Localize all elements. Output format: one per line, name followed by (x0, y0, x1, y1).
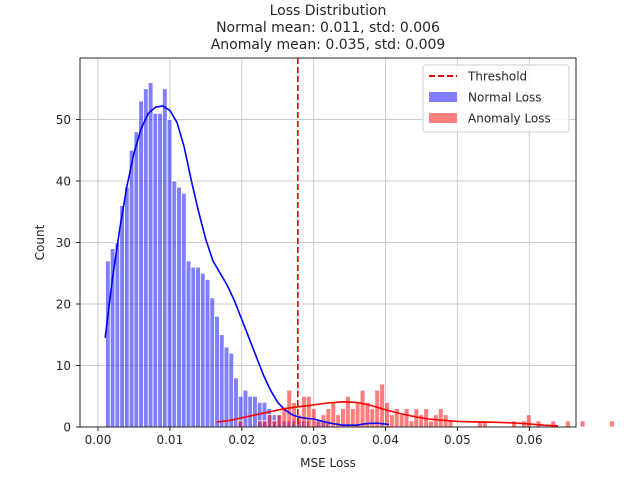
normal-loss-bar (252, 395, 258, 428)
normal-loss-bar (204, 278, 211, 428)
anomaly-loss-bar (379, 383, 385, 428)
anomaly-loss-bar (325, 408, 332, 428)
y-tick-label: 40 (56, 175, 71, 189)
normal-loss-bar (105, 260, 111, 428)
legend-normal-label: Normal Loss (468, 91, 542, 105)
legend-normal-swatch (429, 92, 457, 102)
anomaly-loss-bar (609, 420, 615, 428)
normal-loss-bar (209, 297, 216, 428)
legend-box (422, 64, 570, 133)
anomaly-loss-bar (354, 401, 361, 428)
anomaly-loss-bar (428, 420, 434, 428)
anomaly-loss-bar (359, 389, 366, 428)
anomaly-kde-curve (216, 400, 559, 427)
x-tick-label: 0.00 (85, 433, 112, 447)
normal-kde-curve (104, 105, 390, 426)
y-tick-label: 0 (63, 421, 71, 435)
normal-loss-bar (119, 205, 125, 428)
anomaly-loss-bar (315, 420, 322, 428)
y-axis-ticks: 0 10 20 30 40 50 (56, 113, 80, 435)
normal-loss-bar (190, 266, 197, 428)
y-tick-label: 30 (56, 236, 71, 250)
normal-loss-bar (114, 242, 121, 428)
anomaly-loss-bar (437, 408, 444, 428)
normal-loss-bar (214, 315, 220, 428)
normal-loss-bar (157, 112, 163, 428)
y-tick-label: 20 (56, 298, 71, 312)
anomaly-loss-bar (418, 414, 425, 428)
normal-loss-bar (171, 180, 178, 428)
kde-curves (104, 105, 559, 427)
anomaly-loss-bar (389, 414, 395, 428)
anomaly-loss-bar (310, 408, 317, 428)
anomaly-loss-bar (369, 408, 376, 428)
normal-loss-bar (152, 112, 159, 428)
normal-loss-bar (185, 260, 192, 428)
x-tick-label: 0.05 (444, 433, 471, 447)
x-axis-label: MSE Loss (300, 456, 356, 470)
x-axis-ticks: 0.00 0.01 0.02 0.03 0.04 0.05 0.06 (85, 427, 543, 447)
x-tick-label: 0.06 (516, 433, 543, 447)
anomaly-loss-bar (237, 420, 244, 428)
legend: Threshold Normal Loss Anomaly Loss (422, 64, 570, 133)
title-line-3: Anomaly mean: 0.035, std: 0.009 (211, 37, 446, 53)
anomaly-loss-bar (433, 414, 439, 428)
chart-title: Loss Distribution Normal mean: 0.011, st… (211, 3, 446, 53)
anomaly-loss-bars (237, 383, 615, 428)
title-line-1: Loss Distribution (270, 3, 387, 19)
y-axis-label: Count (33, 224, 47, 260)
anomaly-loss-bar (398, 414, 405, 428)
legend-anomaly-swatch (429, 113, 457, 123)
title-line-2: Normal mean: 0.011, std: 0.006 (216, 20, 440, 36)
anomaly-loss-bar (408, 420, 415, 428)
legend-anomaly-label: Anomaly Loss (468, 112, 551, 126)
normal-loss-bar (181, 192, 187, 428)
normal-loss-bar (124, 186, 130, 428)
anomaly-loss-bar (345, 395, 351, 428)
normal-loss-bar (200, 272, 206, 428)
anomaly-loss-bar (305, 395, 312, 428)
y-tick-label: 10 (56, 359, 71, 373)
normal-loss-bar (166, 119, 173, 428)
anomaly-loss-bar (261, 420, 268, 428)
normal-loss-bar (138, 100, 144, 428)
anomaly-loss-bar (349, 408, 356, 428)
normal-loss-bar (162, 88, 168, 428)
anomaly-loss-bar (403, 408, 410, 428)
anomaly-loss-bar (276, 414, 283, 428)
anomaly-loss-bar (525, 414, 532, 428)
normal-loss-bar (128, 149, 135, 428)
x-tick-label: 0.03 (300, 433, 327, 447)
normal-loss-bar (176, 186, 182, 428)
normal-loss-bar (247, 395, 253, 428)
anomaly-loss-bar (257, 420, 263, 428)
normal-loss-bar (195, 266, 201, 428)
anomaly-loss-bar (266, 414, 273, 428)
x-tick-label: 0.04 (372, 433, 399, 447)
anomaly-loss-bar (511, 420, 517, 428)
y-tick-label: 50 (56, 113, 71, 127)
normal-loss-bar (218, 334, 225, 428)
histogram-bars (105, 82, 615, 428)
anomaly-loss-bar (393, 408, 400, 428)
anomaly-loss-bar (301, 395, 307, 428)
legend-threshold-label: Threshold (467, 70, 527, 84)
x-tick-label: 0.01 (156, 433, 183, 447)
normal-loss-bar (143, 88, 149, 428)
anomaly-loss-bar (565, 420, 571, 428)
normal-loss-bar (223, 346, 230, 428)
anomaly-loss-bar (579, 420, 586, 428)
normal-loss-bar (133, 131, 140, 428)
normal-loss-bar (147, 82, 154, 428)
x-tick-label: 0.02 (228, 433, 255, 447)
normal-loss-bar (228, 352, 235, 428)
anomaly-loss-bar (271, 420, 278, 428)
normal-loss-bar (242, 389, 249, 428)
